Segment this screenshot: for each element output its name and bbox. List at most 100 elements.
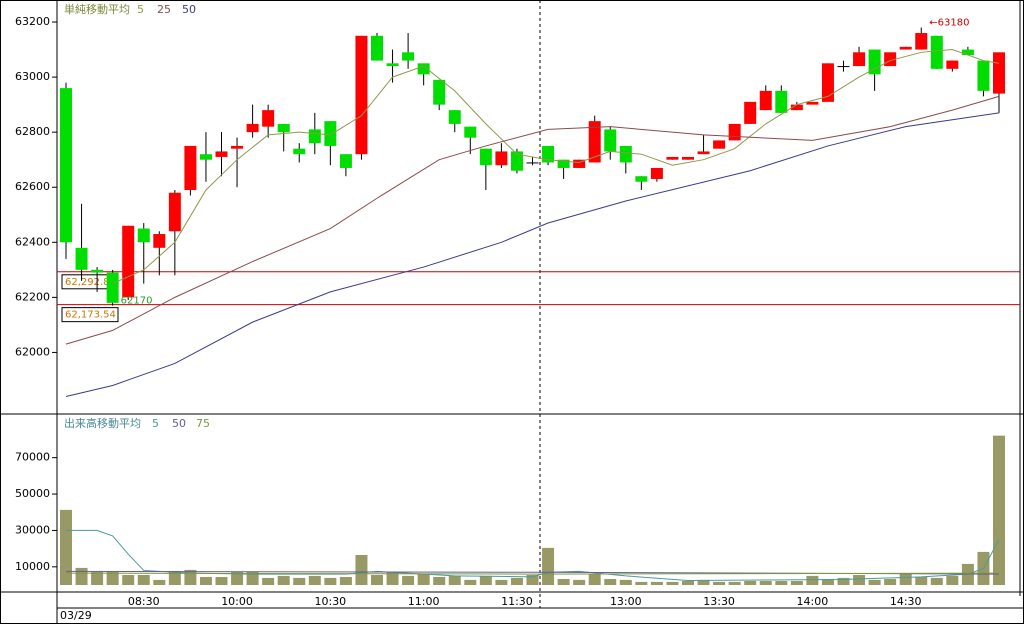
- volume-bar: [899, 573, 912, 585]
- volume-bar: [262, 577, 275, 585]
- volume-bar: [153, 579, 166, 585]
- y-tick-label: 62600: [15, 180, 50, 193]
- candle-body: [542, 145, 555, 163]
- legend-title: 単純移動平均: [64, 2, 130, 16]
- candle-body: [759, 90, 772, 111]
- candle-body: [930, 35, 943, 69]
- candle-body: [790, 104, 803, 111]
- y-tick-label: 63000: [15, 70, 50, 83]
- x-tick-label: 10:00: [221, 595, 253, 608]
- y-tick-label: 70000: [15, 451, 50, 464]
- volume-bar: [728, 581, 741, 585]
- legend-label: 25: [157, 3, 171, 16]
- volume-bar: [137, 574, 150, 585]
- candle-body: [91, 269, 104, 273]
- candle-body: [355, 35, 368, 155]
- volume-bar: [324, 577, 337, 585]
- volume-bar: [168, 570, 181, 585]
- volume-bar: [806, 575, 819, 585]
- x-tick-label: 14:30: [890, 595, 922, 608]
- candle-body: [308, 129, 321, 144]
- volume-bar: [510, 577, 523, 585]
- volume-bar: [464, 579, 477, 585]
- candle-body: [448, 110, 461, 124]
- volume-bar: [744, 580, 757, 585]
- candle-body: [168, 192, 181, 232]
- volume-bar: [371, 574, 383, 585]
- candle-body: [853, 52, 866, 67]
- moving-average: [112, 49, 1000, 285]
- volume-bar: [75, 567, 88, 585]
- candle-body: [106, 272, 119, 303]
- volume-bar: [697, 579, 710, 585]
- candle-body: [75, 247, 88, 270]
- candle-body: [293, 148, 306, 155]
- candle-body: [557, 159, 570, 168]
- candle-body: [510, 151, 523, 171]
- candle-body: [184, 145, 197, 190]
- volume-bar: [682, 580, 694, 585]
- y-tick-label: 62800: [15, 125, 50, 138]
- candle-body: [417, 63, 430, 75]
- volume-bar: [448, 575, 461, 585]
- volume-bar: [713, 581, 726, 585]
- candle-body: [371, 35, 383, 61]
- volume-bar: [993, 435, 1005, 585]
- volume-bar: [386, 571, 399, 585]
- moving-average: [65, 95, 1000, 345]
- volume-bar: [231, 571, 244, 585]
- volume-bar: [884, 578, 897, 585]
- volume-bar: [277, 575, 290, 585]
- x-tick-label: 08:30: [128, 595, 160, 608]
- legend-label: 75: [196, 417, 210, 430]
- candle-body: [682, 156, 694, 160]
- candle-body: [464, 126, 477, 138]
- y-tick-label: 62400: [15, 235, 50, 248]
- candle-body: [666, 156, 679, 160]
- y-tick-label: 30000: [15, 523, 50, 536]
- annotation: ←63180: [929, 18, 969, 29]
- volume-bar: [542, 547, 555, 585]
- volume-bar: [619, 579, 632, 585]
- y-tick-label: 10000: [15, 560, 50, 573]
- volume-bar: [339, 576, 352, 585]
- volume-bar: [106, 571, 119, 585]
- candle-body: [246, 123, 259, 133]
- legend-label: 5: [137, 3, 144, 16]
- volume-bar: [417, 573, 430, 585]
- candle-body: [961, 49, 974, 56]
- moving-average: [65, 112, 1000, 397]
- volume-bar: [433, 576, 446, 585]
- candle-body: [60, 88, 72, 243]
- candle-body: [604, 129, 617, 152]
- volume-bar: [215, 576, 228, 585]
- volume-bar: [557, 578, 570, 585]
- candle-body: [479, 148, 492, 166]
- volume-bar: [91, 571, 104, 585]
- candle-body: [775, 90, 788, 113]
- candle-body: [713, 140, 726, 149]
- moving-average: [66, 529, 1000, 581]
- volume-bar: [402, 575, 415, 585]
- candle-body: [137, 228, 150, 243]
- volume-bar: [293, 577, 306, 585]
- candle-body: [588, 121, 601, 163]
- volume-bar: [246, 571, 259, 585]
- y-tick-label: 50000: [15, 487, 50, 500]
- reference-label-box: [61, 307, 119, 323]
- volume-bar: [635, 581, 648, 585]
- volume-bar: [759, 580, 772, 585]
- candle-body: [635, 176, 648, 182]
- y-tick-label: 63200: [15, 15, 50, 28]
- volume-bar: [355, 554, 368, 585]
- volume-bar: [604, 578, 617, 585]
- volume-bar: [479, 575, 492, 585]
- x-tick-label: 11:30: [501, 595, 533, 608]
- candle-body: [837, 66, 850, 68]
- legend-title: 出来高移動平均: [64, 416, 141, 430]
- volume-bar: [853, 574, 866, 585]
- volume-bar: [790, 580, 803, 585]
- volume-bar: [666, 581, 679, 585]
- volume-bar: [184, 569, 197, 585]
